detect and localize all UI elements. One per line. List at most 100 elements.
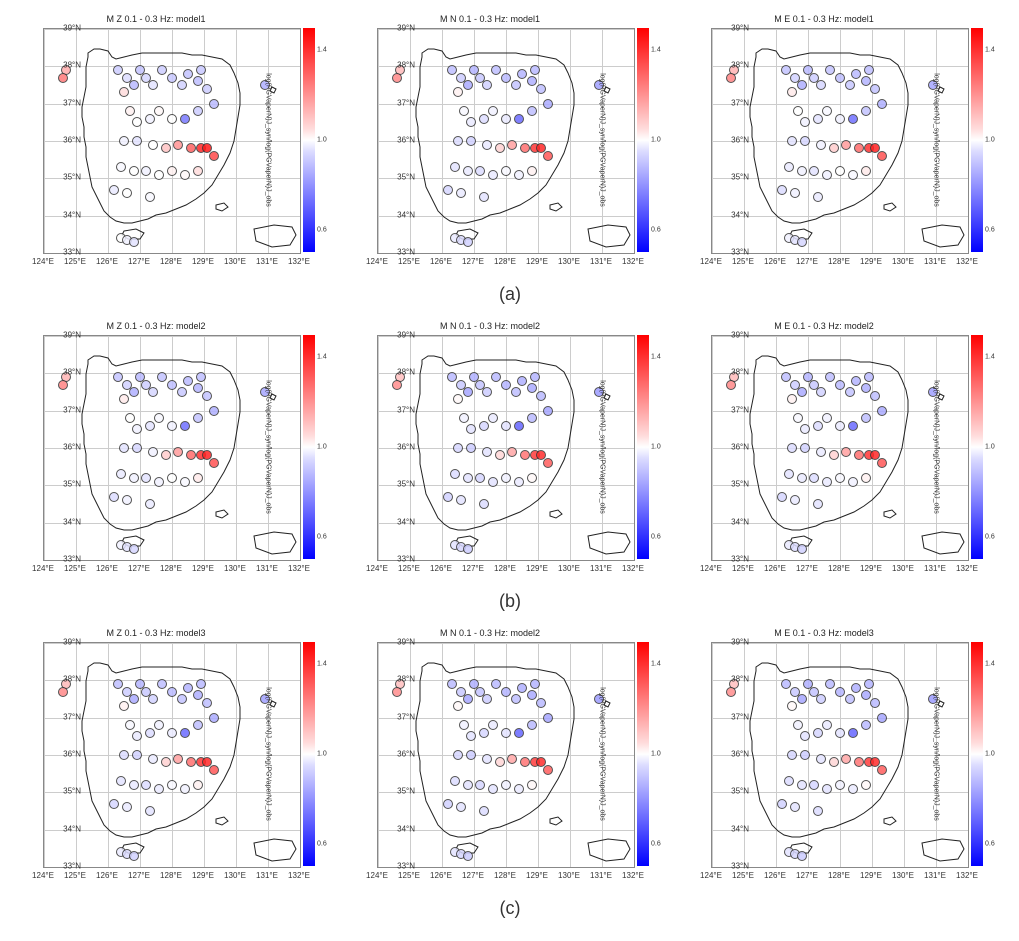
station-marker [877,99,887,109]
station-marker [861,413,871,423]
x-tick-label: 125°E [64,257,86,266]
colorbar-tick: 0.6 [985,226,995,233]
station-marker [864,65,874,75]
station-marker [793,720,803,730]
station-marker [154,720,164,730]
y-tick-label: 38°N [385,675,415,684]
y-tick-label: 37°N [51,712,81,721]
station-marker [180,421,190,431]
x-tick-label: 130°E [892,564,914,573]
station-marker [475,473,485,483]
station-marker [495,757,505,767]
x-tick-label: 124°E [366,871,388,880]
panel-row: M Z 0.1 - 0.3 Hz: model333°N34°N35°N36°N… [11,624,1009,894]
station-marker [125,413,135,423]
station-marker [122,495,132,505]
x-tick-label: 128°E [494,257,516,266]
row-label: (b) [499,591,521,612]
x-tick-label: 128°E [160,564,182,573]
station-marker [825,679,835,689]
x-tick-label: 130°E [224,564,246,573]
station-marker [822,720,832,730]
station-marker [861,106,871,116]
station-marker [527,473,537,483]
plot-area [711,28,969,254]
station-marker [141,473,151,483]
station-marker [790,802,800,812]
map-panel: M Z 0.1 - 0.3 Hz: model233°N34°N35°N36°N… [11,317,341,587]
y-tick-label: 35°N [385,480,415,489]
station-marker [154,784,164,794]
y-tick-label: 34°N [51,210,81,219]
y-tick-label: 36°N [51,443,81,452]
station-marker [861,690,871,700]
station-marker [861,473,871,483]
station-marker [443,185,453,195]
station-marker [193,166,203,176]
y-tick-label: 33°N [385,555,415,564]
x-tick-label: 126°E [764,871,786,880]
station-marker [790,495,800,505]
station-marker [463,387,473,397]
station-marker [209,151,219,161]
x-tick-label: 124°E [366,564,388,573]
colorbar: 0.61.01.4log(PGVaperN)J_syn/log(PGVaperN… [637,335,665,559]
station-marker [447,65,457,75]
x-tick-label: 132°E [622,871,644,880]
station-marker [797,166,807,176]
row-label: (c) [500,898,521,919]
station-marker [116,162,126,172]
station-marker [113,372,123,382]
station-marker [193,106,203,116]
station-marker [463,237,473,247]
station-marker [173,140,183,150]
y-tick-label: 37°N [719,98,749,107]
y-tick-label: 39°N [51,331,81,340]
station-marker [816,447,826,457]
station-marker [787,394,797,404]
station-marker [141,780,151,790]
station-marker [877,458,887,468]
x-tick-label: 124°E [700,257,722,266]
panel-title: M Z 0.1 - 0.3 Hz: model3 [11,628,301,638]
station-marker [453,701,463,711]
colorbar-tick: 1.4 [985,47,995,54]
station-marker [822,784,832,794]
station-marker [186,450,196,460]
y-tick-label: 34°N [385,517,415,526]
colorbar-tick: 0.6 [317,840,327,847]
colorbar-label: log(PGVaperN)J_syn/log(PGVaperN)J_obs [599,380,606,514]
station-marker [145,421,155,431]
colorbar-tick: 0.6 [651,840,661,847]
y-tick-label: 35°N [719,480,749,489]
x-tick-label: 131°E [924,564,946,573]
station-marker [813,499,823,509]
x-tick-label: 130°E [558,871,580,880]
x-tick-label: 131°E [256,871,278,880]
station-marker [835,473,845,483]
plot-area [43,28,301,254]
station-marker [797,80,807,90]
y-tick-label: 37°N [385,98,415,107]
station-marker [443,799,453,809]
station-marker [209,458,219,468]
y-tick-label: 36°N [719,443,749,452]
y-tick-label: 39°N [385,638,415,647]
station-marker [822,477,832,487]
station-marker [119,443,129,453]
station-marker [167,380,177,390]
station-marker [536,84,546,94]
y-tick-label: 38°N [51,675,81,684]
station-marker [841,140,851,150]
station-marker [482,694,492,704]
row-label: (a) [499,284,521,305]
station-marker [809,780,819,790]
station-marker [466,136,476,146]
coastline [378,29,634,253]
x-tick-label: 127°E [796,564,818,573]
station-marker [132,117,142,127]
station-marker [459,720,469,730]
coastline [44,643,300,867]
station-marker [154,477,164,487]
station-marker [835,780,845,790]
